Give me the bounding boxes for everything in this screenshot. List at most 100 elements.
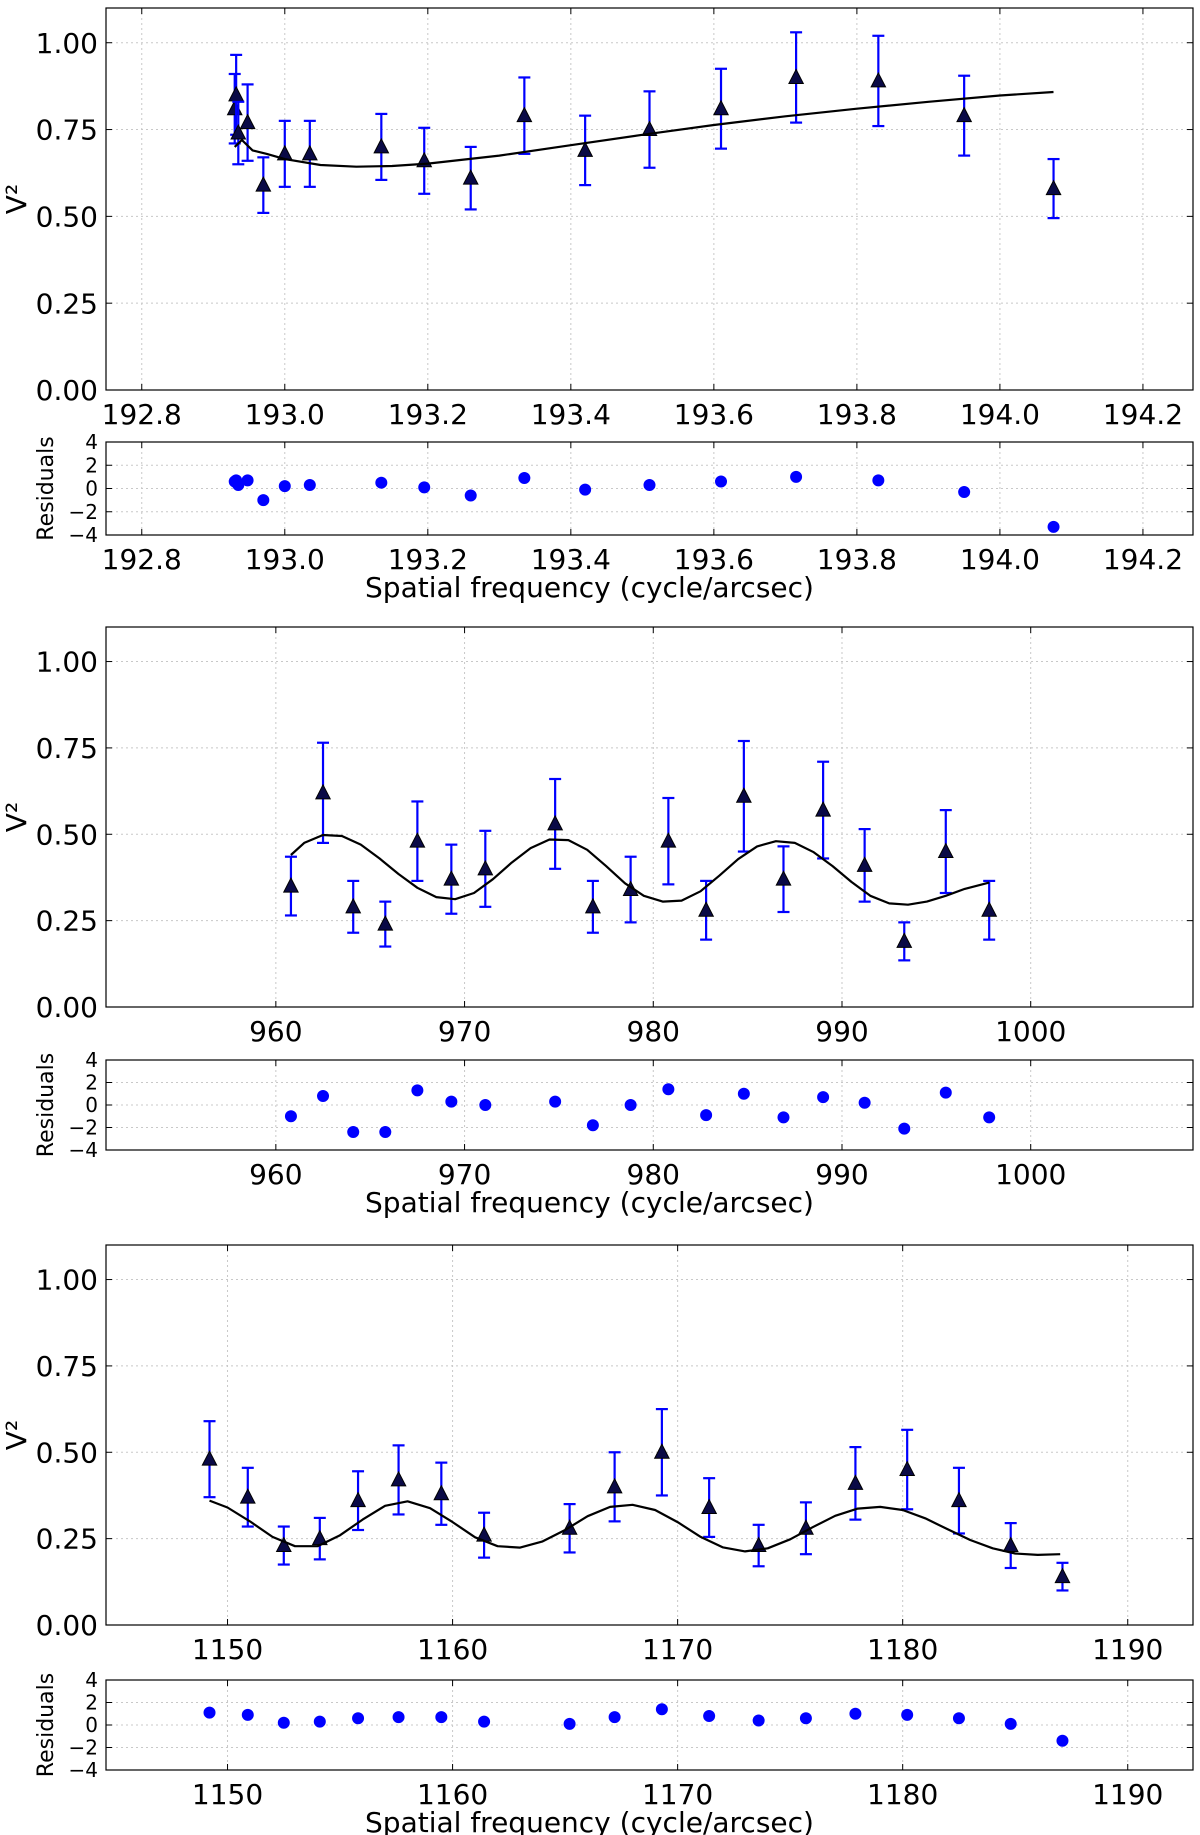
x-tick-label: 194.0 xyxy=(960,543,1040,576)
residual-point xyxy=(392,1711,405,1724)
x-axis-label: Spatial frequency (cycle/arcsec) xyxy=(365,1186,814,1219)
x-tick-label: 193.4 xyxy=(531,398,611,431)
x-tick-label: 193.8 xyxy=(817,543,897,576)
data-point-triangle xyxy=(433,1484,450,1501)
data-point-triangle xyxy=(606,1477,623,1494)
residual-point xyxy=(790,470,803,483)
x-tick-label: 1180 xyxy=(867,1778,938,1811)
y-tick-label: 0.75 xyxy=(36,1350,98,1383)
x-tick-label: 193.2 xyxy=(388,398,468,431)
x-tick-label: 194.2 xyxy=(1103,398,1183,431)
y-axis-label: V² xyxy=(0,1420,33,1450)
data-point-triangle xyxy=(856,856,873,872)
data-point-triangle xyxy=(201,1450,218,1466)
residual-point xyxy=(715,475,728,488)
x-tick-label: 1170 xyxy=(642,1633,713,1666)
y-tick-label: 4 xyxy=(85,430,98,454)
data-point-triangle xyxy=(653,1443,670,1459)
data-point-triangle xyxy=(701,1498,718,1515)
data-point-triangle xyxy=(1002,1536,1019,1553)
residual-point xyxy=(817,1091,830,1104)
y-tick-label: 0.25 xyxy=(36,905,98,938)
residual-point xyxy=(1004,1717,1017,1730)
data-point-triangle xyxy=(1054,1567,1071,1584)
model-curve xyxy=(290,833,990,906)
y-axis-label: Residuals xyxy=(34,1673,59,1777)
residual-point xyxy=(303,479,316,492)
chart-panel-5: 1150 1160 1170 1180 1190 0.00 0.25 0.50 0.75 1.00… xyxy=(0,1244,1194,1666)
y-tick-label: 0.25 xyxy=(36,1523,98,1556)
residual-point xyxy=(352,1712,365,1725)
data-point-triangle xyxy=(937,842,954,859)
data-point-triangle xyxy=(950,1491,967,1508)
residual-point xyxy=(478,1715,491,1728)
residual-point xyxy=(518,472,531,485)
y-tick-label: 0.00 xyxy=(36,374,98,407)
x-tick-label: 1000 xyxy=(995,1015,1066,1048)
y-tick-label: 1.00 xyxy=(36,27,98,60)
data-point-triangle xyxy=(228,85,245,102)
x-tick-label: 194.2 xyxy=(1103,543,1183,576)
residual-point xyxy=(872,474,885,487)
residual-point xyxy=(983,1111,996,1124)
y-tick-label: 0.00 xyxy=(36,1609,98,1642)
data-point-triangle xyxy=(239,113,256,130)
x-axis-label: Spatial frequency (cycle/arcsec) xyxy=(365,571,814,604)
residual-point xyxy=(849,1707,862,1720)
residual-point xyxy=(662,1083,675,1096)
x-tick-label: 192.8 xyxy=(102,543,182,576)
x-tick-label: 193.6 xyxy=(674,543,754,576)
data-point-triangle xyxy=(735,787,752,803)
data-point-triangle xyxy=(698,901,715,917)
residual-point xyxy=(464,489,477,502)
x-tick-label: 1160 xyxy=(417,1778,488,1811)
x-tick-label: 1000 xyxy=(995,1158,1066,1191)
residual-point xyxy=(241,474,254,487)
residual-point xyxy=(1047,520,1060,533)
x-tick-label: 193.0 xyxy=(245,543,325,576)
data-point-triangle xyxy=(956,106,973,123)
x-tick-label: 1170 xyxy=(642,1778,713,1811)
residual-point xyxy=(901,1708,914,1721)
data-point-triangle xyxy=(788,68,805,84)
y-tick-label: 0 xyxy=(85,1093,98,1117)
residual-point xyxy=(752,1714,765,1727)
data-point-triangle xyxy=(390,1470,407,1487)
x-tick-label: 193.4 xyxy=(531,543,611,576)
y-tick-label: −4 xyxy=(69,1758,98,1782)
x-tick-label: 1190 xyxy=(1092,1778,1163,1811)
data-point-triangle xyxy=(462,169,479,185)
x-tick-label: 193.2 xyxy=(388,543,468,576)
y-tick-label: 0 xyxy=(85,477,98,501)
residual-point xyxy=(586,1119,599,1132)
residual-point xyxy=(1056,1734,1069,1747)
residual-point xyxy=(703,1710,716,1722)
axes-frame xyxy=(105,1244,1194,1626)
data-point-triangle xyxy=(230,123,247,140)
x-tick-label: 990 xyxy=(815,1015,868,1048)
residual-point xyxy=(203,1706,216,1719)
x-tick-label: 980 xyxy=(627,1015,680,1048)
y-axis-label: V² xyxy=(0,184,33,214)
residual-point xyxy=(700,1109,713,1122)
data-point-triangle xyxy=(345,897,362,914)
data-point-triangle xyxy=(239,1488,256,1504)
y-tick-label: 0.75 xyxy=(36,114,98,147)
y-tick-label: 0.25 xyxy=(36,287,98,320)
data-point-triangle xyxy=(896,932,913,948)
x-tick-label: 193.6 xyxy=(674,398,754,431)
data-point-triangle xyxy=(315,783,332,800)
residual-point xyxy=(898,1122,911,1135)
data-point-triangle xyxy=(870,71,887,88)
residual-point xyxy=(479,1099,492,1111)
residual-point xyxy=(799,1712,812,1725)
x-tick-label: 192.8 xyxy=(102,398,182,431)
y-tick-label: 1.00 xyxy=(36,1264,98,1297)
y-tick-label: 0.00 xyxy=(36,991,98,1024)
y-tick-label: 2 xyxy=(85,1691,98,1715)
residual-point xyxy=(418,481,431,494)
y-tick-label: −2 xyxy=(69,500,98,524)
data-point-triangle xyxy=(547,814,564,831)
residual-point xyxy=(375,476,388,489)
